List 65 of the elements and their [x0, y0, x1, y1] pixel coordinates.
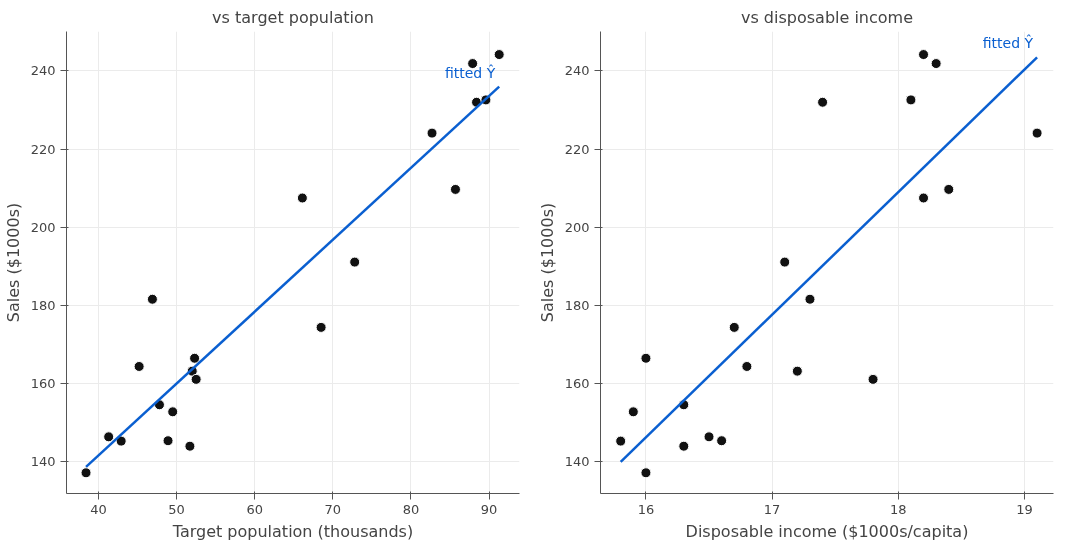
x-tick-label: 16 [637, 501, 655, 517]
point [640, 352, 652, 364]
point [315, 321, 327, 333]
point [918, 49, 930, 61]
x-tick-label: 80 [402, 501, 420, 517]
x-tick-label: 18 [890, 501, 907, 517]
x-axis-title: Disposable income ($1000s/capita) [685, 521, 969, 541]
point [627, 406, 639, 418]
point [716, 435, 728, 447]
y-tick-label: 160 [30, 376, 56, 392]
x-tick-label: 19 [1016, 501, 1033, 517]
point [779, 256, 791, 268]
point [703, 431, 715, 443]
point [296, 192, 308, 204]
point [493, 49, 505, 61]
point [426, 127, 438, 139]
y-tick-label: 180 [30, 297, 56, 313]
point [349, 256, 361, 268]
y-tick-label: 200 [30, 219, 56, 235]
point [146, 293, 158, 305]
point [189, 352, 201, 364]
point [728, 321, 740, 333]
y-axis-title: Sales ($1000s) [537, 202, 557, 323]
y-tick-label: 240 [30, 63, 56, 79]
y-tick-label: 200 [564, 219, 590, 235]
point [1031, 127, 1043, 139]
point [133, 360, 145, 372]
point [190, 373, 202, 385]
point [817, 96, 829, 108]
point [804, 293, 816, 305]
point [930, 58, 942, 70]
y-tick-label: 180 [564, 297, 590, 313]
chart-title: vs disposable income [740, 7, 914, 27]
x-tick-label: 17 [763, 501, 781, 517]
x-tick-label: 70 [324, 501, 342, 517]
point [103, 431, 115, 443]
point [162, 435, 174, 447]
x-tick-label: 60 [246, 501, 264, 517]
y-tick-label: 140 [564, 454, 590, 470]
series-label: fitted Ŷ [444, 63, 496, 81]
y-tick-label: 140 [30, 454, 56, 470]
series-label: fitted Ŷ [982, 34, 1034, 52]
point [640, 467, 652, 479]
point [449, 183, 461, 195]
x-tick-label: 90 [480, 501, 498, 517]
y-tick-label: 220 [30, 141, 56, 157]
point [918, 192, 930, 204]
point [905, 94, 917, 106]
x-tick-label: 50 [168, 501, 185, 517]
point [741, 360, 753, 372]
x-axis-title: Target population (thousands) [171, 521, 414, 541]
y-tick-label: 220 [564, 141, 590, 157]
point [678, 440, 690, 452]
point [184, 440, 196, 452]
point [167, 406, 179, 418]
point [867, 373, 879, 385]
y-tick-label: 240 [564, 63, 590, 79]
y-axis-title: Sales ($1000s) [3, 202, 23, 323]
point [80, 467, 92, 479]
x-tick-label: 40 [90, 501, 107, 517]
point [615, 435, 627, 447]
point [943, 183, 955, 195]
point [791, 365, 803, 377]
y-tick-label: 160 [564, 376, 590, 392]
chart-title: vs target population [212, 7, 374, 27]
